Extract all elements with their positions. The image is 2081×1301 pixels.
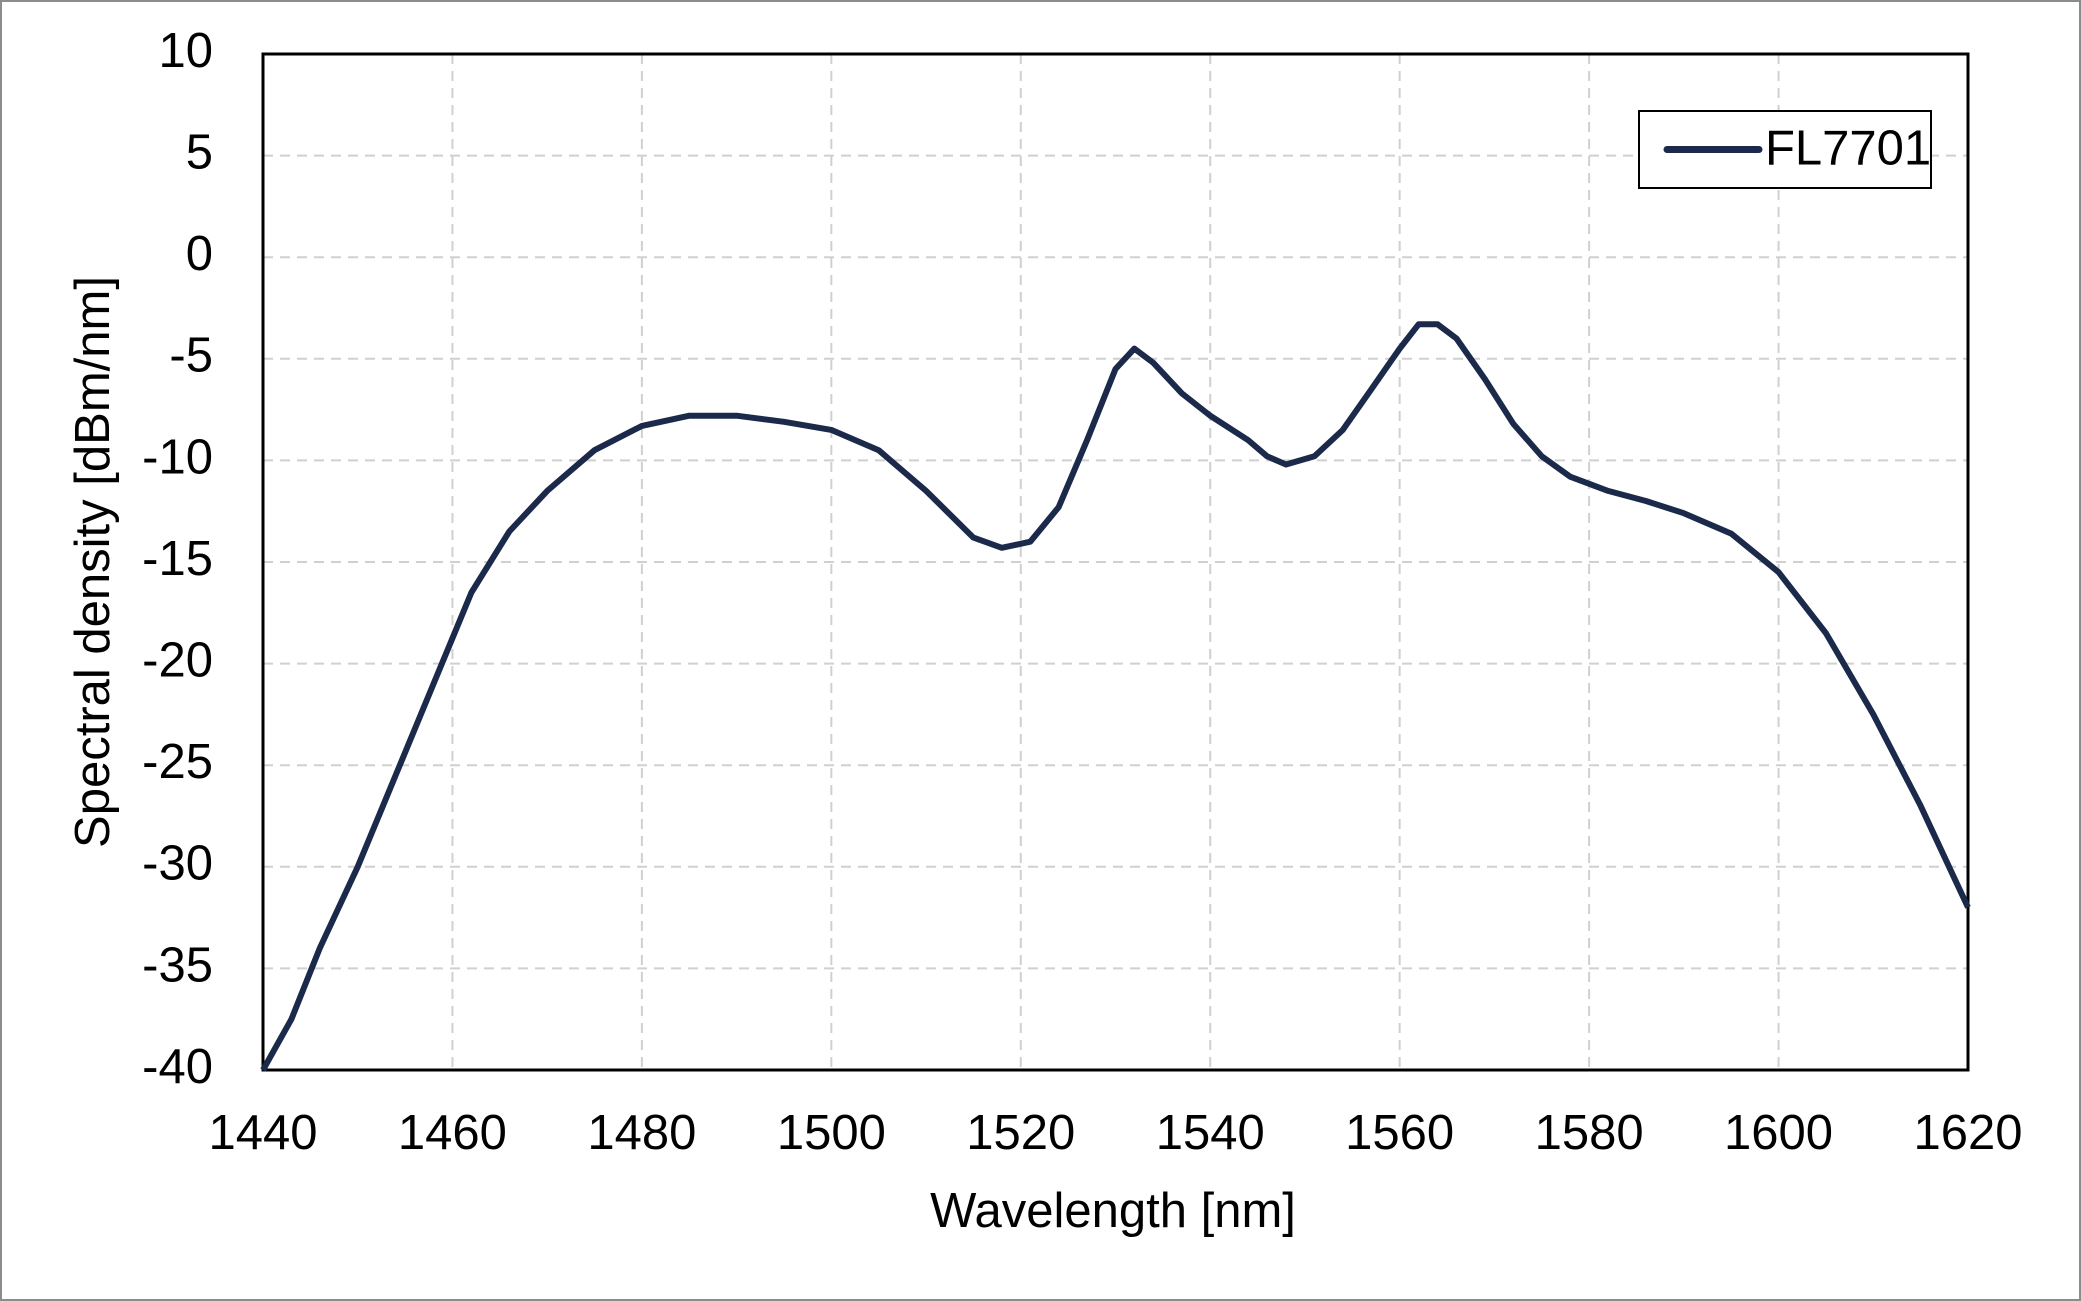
- x-tick-label: 1580: [1535, 1106, 1644, 1160]
- x-tick-label: 1500: [777, 1106, 886, 1160]
- x-tick-label: 1560: [1345, 1106, 1454, 1160]
- x-tick-label: 1480: [587, 1106, 696, 1160]
- y-tick-label: 10: [158, 24, 213, 78]
- y-tick-label: -10: [142, 430, 213, 484]
- y-tick-label: -5: [169, 329, 213, 383]
- x-tick-label: 1520: [966, 1106, 1075, 1160]
- y-tick-label: 5: [186, 126, 213, 180]
- x-tick-label: 1460: [398, 1106, 507, 1160]
- y-tick-label: 0: [186, 227, 213, 281]
- y-tick-label: -25: [142, 735, 213, 789]
- x-tick-label: 1540: [1156, 1106, 1265, 1160]
- y-axis-label: Spectral density [dBm/nm]: [66, 276, 120, 848]
- x-tick-label: 1440: [208, 1106, 317, 1160]
- x-tick-label: 1600: [1724, 1106, 1833, 1160]
- y-tick-label: -15: [142, 532, 213, 586]
- y-tick-label: -40: [142, 1040, 213, 1094]
- y-tick-label: -30: [142, 837, 213, 891]
- plot-frame: [261, 52, 1970, 1072]
- y-tick-label: -20: [142, 634, 213, 688]
- legend-label: FL7701: [1765, 121, 1931, 175]
- x-tick-label: 1620: [1913, 1106, 2022, 1160]
- x-axis-label: Wavelength [nm]: [930, 1184, 1296, 1238]
- y-tick-label: -35: [142, 938, 213, 992]
- data-line: [260, 321, 1971, 1072]
